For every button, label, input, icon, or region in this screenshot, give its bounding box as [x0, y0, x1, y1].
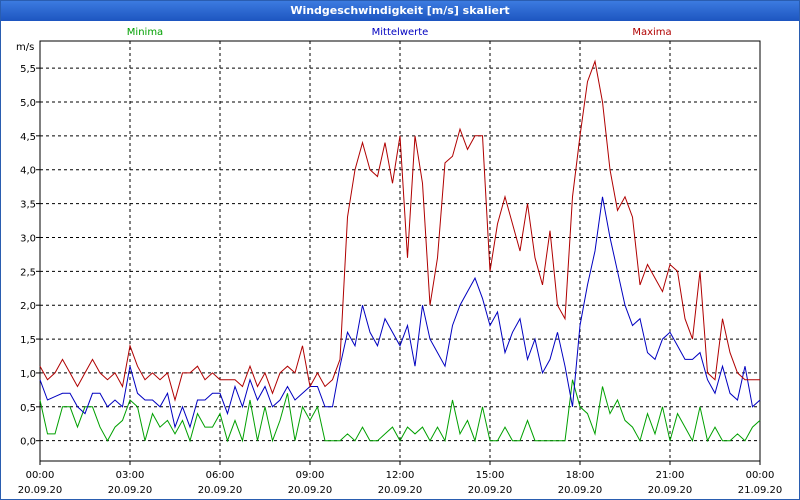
- series-line-mittelwerte: [39, 196, 761, 429]
- y-axis: m/s 0,0 0,5 1,0 1,5 2,0 2,5 3,0 3,5 4,0 4,5 5,0 5,5: [16, 42, 40, 448]
- y-tick-label: 4,0: [20, 166, 36, 177]
- series-line-maxima: [39, 59, 760, 402]
- x-tick-time: 12:00: [386, 470, 415, 481]
- x-tick-time: 15:00: [476, 470, 505, 481]
- x-tick-time: 18:00: [566, 470, 595, 481]
- x-tick-time: 00:00: [746, 470, 775, 481]
- legend: Minima Mittelwerte Maxima: [127, 27, 672, 38]
- y-tick-label: 0,0: [20, 437, 36, 448]
- x-tick-date: 20.09.20: [648, 485, 693, 496]
- y-tick-label: 3,5: [20, 200, 36, 211]
- legend-mittelwerte: Mittelwerte: [372, 27, 429, 38]
- series-line-minima: [39, 379, 761, 443]
- y-tick-label: 1,0: [20, 369, 36, 380]
- y-tick-label: 5,0: [20, 98, 36, 109]
- legend-maxima: Maxima: [632, 27, 671, 38]
- y-tick-label: 0,5: [20, 403, 36, 414]
- x-axis: 00:00 20.09.20 03:00 20.09.20 06:00 20.09.20 0…: [18, 461, 783, 496]
- x-tick-date: 20.09.20: [288, 485, 333, 496]
- y-tick-label: 5,5: [20, 64, 36, 75]
- x-tick-date: 20.09.20: [378, 485, 423, 496]
- x-tick-date: 20.09.20: [198, 485, 243, 496]
- x-tick-date: 20.09.20: [18, 485, 63, 496]
- y-tick-label: 3,0: [20, 233, 36, 244]
- window-title: Windgeschwindigkeit [m/s] skaliert: [1, 1, 799, 21]
- x-tick-date: 20.09.20: [108, 485, 153, 496]
- x-tick-date: 20.09.20: [468, 485, 513, 496]
- y-tick-label: 2,0: [20, 301, 36, 312]
- y-tick-label: 4,5: [20, 132, 36, 143]
- legend-minima: Minima: [127, 27, 163, 38]
- x-tick-time: 06:00: [206, 470, 235, 481]
- x-tick-date: 20.09.20: [558, 485, 603, 496]
- x-tick-time: 21:00: [656, 470, 685, 481]
- x-tick-time: 03:00: [116, 470, 145, 481]
- y-axis-label: m/s: [16, 42, 34, 53]
- y-tick-label: 2,5: [20, 267, 36, 278]
- x-tick-time: 09:00: [296, 470, 325, 481]
- y-tick-label: 1,5: [20, 335, 36, 346]
- x-tick-time: 00:00: [26, 470, 55, 481]
- x-tick-date: 21.09.20: [738, 485, 783, 496]
- series-group: [39, 59, 761, 443]
